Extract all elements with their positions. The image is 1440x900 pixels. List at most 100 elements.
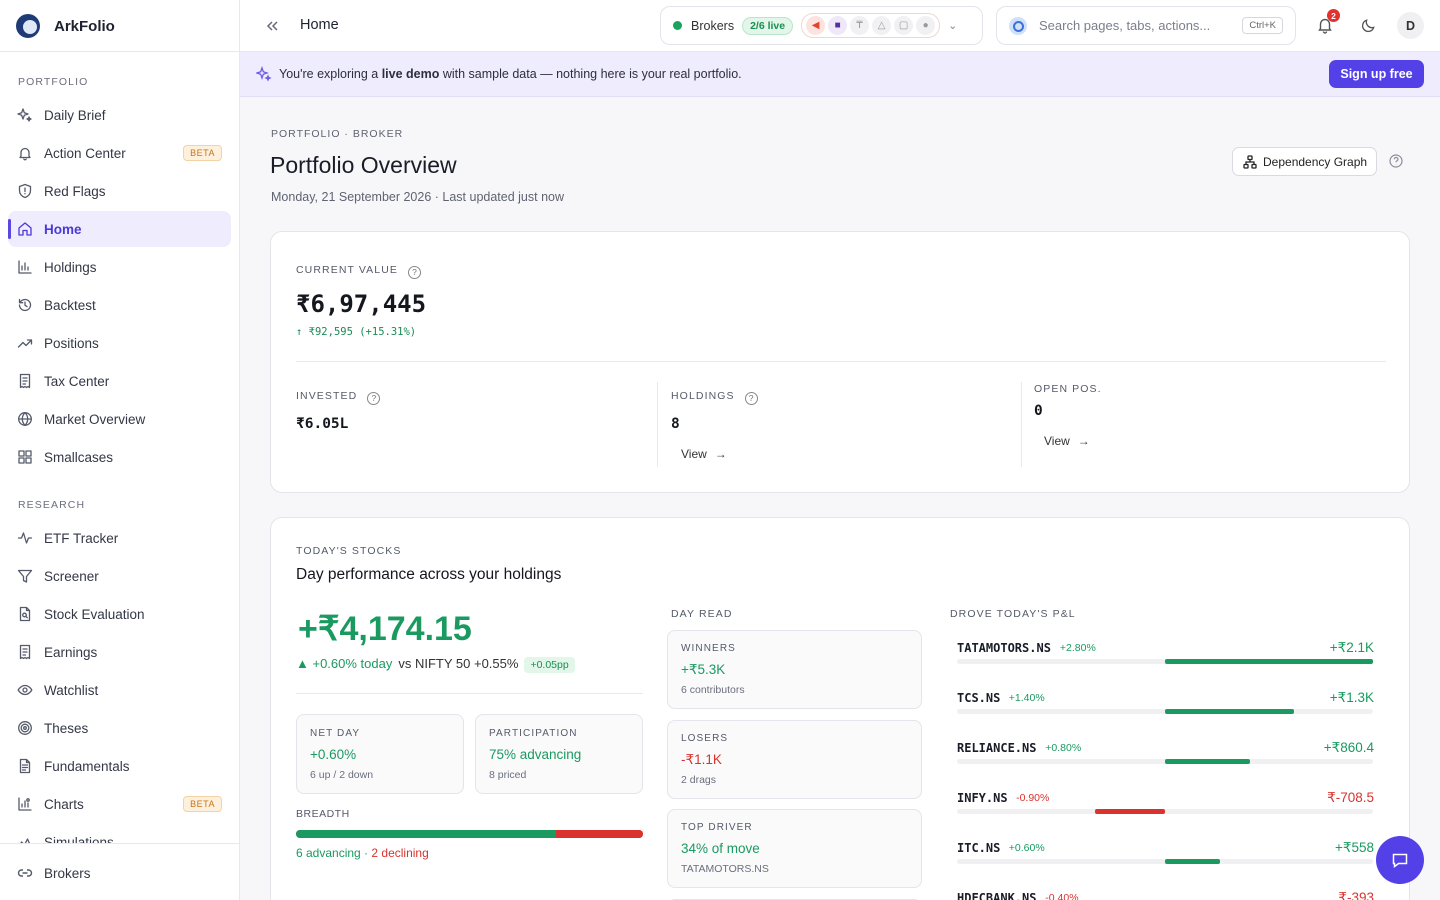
sidebar-item-daily-brief[interactable]: Daily Brief [8, 97, 231, 133]
grid-icon [17, 449, 33, 465]
page-date: Monday, 21 September 2026 · Last updated… [271, 190, 565, 204]
top-driver-tile[interactable]: TOP DRIVER 34% of move TATAMOTORS.NS [667, 809, 922, 888]
collapse-sidebar-icon[interactable] [262, 16, 282, 36]
pnl-contributor-row[interactable]: RELIANCE.NS +0.80% +₹860.4 [957, 740, 1374, 777]
todays-stocks-card: TODAY'S STOCKS Day performance across yo… [270, 517, 1410, 900]
pnl-contributor-row[interactable]: ITC.NS +0.60% +₹558 [957, 840, 1374, 877]
sidebar-item-label: Charts [44, 796, 84, 812]
help-icon[interactable]: ? [367, 392, 381, 405]
sidebar-item-label: ETF Tracker [44, 530, 119, 546]
brokers-label: Brokers [691, 18, 735, 33]
sidebar-item-fundamentals[interactable]: Fundamentals [8, 748, 231, 784]
percent-change: +1.40% [1008, 692, 1045, 704]
pnl-contributor-row[interactable]: HDFCBANK.NS -0.40% ₹-393 [957, 890, 1374, 900]
sidebar-item-holdings[interactable]: Holdings [8, 249, 231, 285]
pnl-amount: +₹860.4 [1323, 740, 1374, 755]
notifications-bell-icon[interactable] [1316, 16, 1334, 34]
sidebar-item-label: Red Flags [44, 183, 106, 199]
sidebar-item-label: Action Center [44, 145, 126, 161]
chart-icon [17, 796, 33, 812]
brand[interactable]: ArkFolio [16, 14, 115, 38]
sidebar-item-brokers[interactable]: Brokers [8, 855, 231, 891]
globe-icon [17, 411, 33, 427]
divider [296, 693, 643, 694]
theme-moon-icon[interactable] [1360, 17, 1377, 34]
sidebar-item-label: Fundamentals [44, 758, 130, 774]
chat-button[interactable] [1376, 836, 1424, 884]
percent-change: +2.80% [1059, 642, 1096, 654]
current-value-change: ↑ ₹92,595 (+15.31%) [296, 326, 417, 338]
portfolio-summary-card: CURRENT VALUE? ₹6,97,445 ↑ ₹92,595 (+15.… [270, 231, 1410, 493]
pnl-amount: ₹-708.5 [1327, 790, 1374, 805]
beta-badge: BETA [183, 145, 222, 161]
help-icon[interactable]: ? [744, 392, 758, 405]
sidebar-item-positions[interactable]: Positions [8, 325, 231, 361]
relative-pp-badge: +0.05pp [524, 657, 575, 673]
current-value: ₹6,97,445 [296, 290, 427, 318]
trend-up-icon [17, 335, 33, 351]
sidebar-item-home[interactable]: Home [8, 211, 231, 247]
search-input[interactable]: Search pages, tabs, actions... Ctrl+K [996, 6, 1296, 45]
sidebar-item-label: Stock Evaluation [44, 606, 145, 622]
help-icon[interactable] [1389, 154, 1403, 168]
sidebar-item-tax-center[interactable]: Tax Center [8, 363, 231, 399]
sidebar-item-smallcases[interactable]: Smallcases [8, 439, 231, 475]
help-icon[interactable]: ? [408, 266, 422, 279]
file-search-icon [17, 606, 33, 622]
bell-icon [17, 145, 33, 161]
pnl-contributor-row[interactable]: TCS.NS +1.40% +₹1.3K [957, 690, 1374, 727]
pnl-contributor-row[interactable]: TATAMOTORS.NS +2.80% +₹2.1K [957, 640, 1374, 677]
sidebar-item-label: Holdings [44, 259, 97, 275]
sidebar-item-watchlist[interactable]: Watchlist [8, 672, 231, 708]
percent-change: +0.80% [1045, 742, 1082, 754]
holdings-view-link[interactable]: View → [681, 447, 727, 461]
app-name: ArkFolio [54, 17, 115, 35]
sidebar-item-theses[interactable]: Theses [8, 710, 231, 746]
chevron-down-icon: ⌄ [948, 20, 958, 32]
broker-logo-icon: ● [916, 16, 936, 35]
positions-view-link[interactable]: View → [1044, 434, 1090, 448]
sparkles-icon [17, 107, 33, 123]
losers-tile[interactable]: LOSERS -₹1.1K 2 drags [667, 720, 922, 799]
link-icon [17, 865, 33, 881]
sidebar-item-charts[interactable]: Charts BETA [8, 786, 231, 822]
search-shortcut: Ctrl+K [1242, 17, 1283, 34]
broker-logo-icon: ▢ [894, 16, 914, 35]
sidebar: ArkFolio PORTFOLIO RESEARCH Daily Brief A… [0, 0, 240, 900]
breadth-summary: 6 advancing · 2 declining [296, 846, 429, 860]
brokers-status-button[interactable]: Brokers 2/6 live ◀ ■ ₸ △ ▢ ● ⌄ [660, 6, 983, 45]
divider [1021, 382, 1022, 467]
winners-tile[interactable]: WINNERS +₹5.3K 6 contributors [667, 630, 922, 709]
percent-change: -0.40% [1045, 892, 1079, 900]
pnl-contributor-row[interactable]: INFY.NS -0.90% ₹-708.5 [957, 790, 1374, 827]
eye-icon [17, 682, 33, 698]
page-title: Portfolio Overview [270, 152, 457, 178]
sidebar-item-market-overview[interactable]: Market Overview [8, 401, 231, 437]
sidebar-item-label: Brokers [44, 865, 91, 881]
contribution-track [957, 809, 1373, 814]
sidebar-item-label: Daily Brief [44, 107, 106, 123]
sidebar-item-label: Home [44, 221, 82, 237]
sidebar-item-earnings[interactable]: Earnings [8, 634, 231, 670]
sidebar-item-stock-evaluation[interactable]: Stock Evaluation [8, 596, 231, 632]
invested-label: INVESTED? [296, 390, 381, 405]
avatar[interactable]: D [1397, 12, 1424, 39]
ticker: HDFCBANK.NS [957, 891, 1037, 900]
todays-stocks-title: Day performance across your holdings [296, 566, 562, 583]
section-portfolio: PORTFOLIO [18, 76, 89, 88]
sidebar-item-backtest[interactable]: Backtest [8, 287, 231, 323]
contribution-bar [1165, 759, 1251, 764]
sidebar-item-action-center[interactable]: Action Center BETA [8, 135, 231, 171]
graph-icon [1243, 154, 1257, 169]
contribution-bar [1165, 659, 1373, 664]
broker-logo-icon: ₸ [850, 16, 870, 35]
sidebar-footer: Brokers [0, 843, 239, 900]
sidebar-item-etf-tracker[interactable]: ETF Tracker [8, 520, 231, 556]
sidebar-item-screener[interactable]: Screener [8, 558, 231, 594]
sidebar-item-red-flags[interactable]: Red Flags [8, 173, 231, 209]
dependency-graph-button[interactable]: Dependency Graph [1232, 147, 1377, 176]
search-icon [1009, 16, 1027, 35]
sign-up-button[interactable]: Sign up free [1329, 60, 1424, 88]
home-icon [17, 221, 33, 237]
broker-logo-icon: ◀ [806, 16, 826, 35]
